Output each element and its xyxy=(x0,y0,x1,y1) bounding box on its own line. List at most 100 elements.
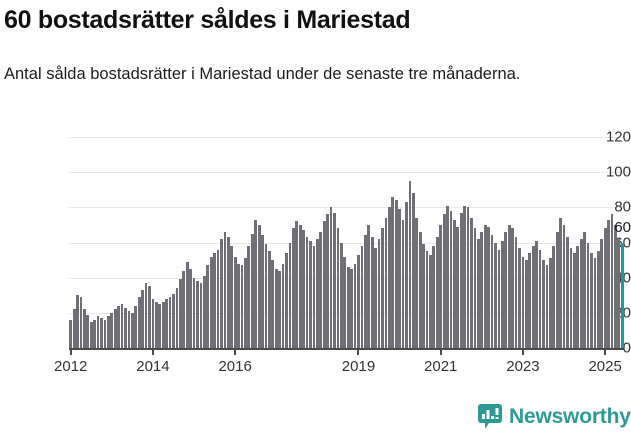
x-axis-tick-label: 2023 xyxy=(506,358,540,375)
bar xyxy=(107,316,110,348)
bar xyxy=(391,196,395,348)
bar xyxy=(151,298,155,348)
bar xyxy=(281,263,285,348)
bar xyxy=(137,297,141,348)
bar xyxy=(521,256,525,348)
gridline xyxy=(69,242,624,244)
bar xyxy=(79,297,83,348)
bar xyxy=(96,316,100,348)
bar xyxy=(511,228,515,348)
bar xyxy=(394,200,398,348)
bar-series xyxy=(69,137,624,348)
bar xyxy=(398,209,401,348)
bar xyxy=(480,231,484,348)
bar xyxy=(473,228,477,348)
bar xyxy=(202,275,206,348)
bar xyxy=(83,309,86,348)
x-axis-tick-label: 2025 xyxy=(588,358,622,375)
bar xyxy=(172,293,175,348)
bar xyxy=(453,219,456,348)
bar xyxy=(408,180,412,348)
bar xyxy=(569,247,573,348)
bar xyxy=(72,309,76,348)
bar xyxy=(528,253,532,348)
bar xyxy=(501,240,504,348)
bar xyxy=(497,249,501,348)
bar xyxy=(357,254,360,348)
bar xyxy=(596,251,600,348)
bar xyxy=(185,261,189,348)
y-axis-tick-label: 80 xyxy=(614,198,631,216)
bar xyxy=(141,289,145,348)
bar xyxy=(175,288,179,348)
bar xyxy=(405,202,408,348)
bar xyxy=(401,219,405,348)
bar xyxy=(370,237,374,348)
bar xyxy=(439,224,443,348)
bar xyxy=(566,237,569,348)
bar xyxy=(374,247,377,348)
x-axis-tick-label: 2012 xyxy=(54,358,88,375)
x-axis-tick-label: 2019 xyxy=(341,358,376,375)
bar xyxy=(322,221,326,348)
bar xyxy=(110,312,114,348)
bar xyxy=(100,318,103,348)
bar xyxy=(514,237,518,348)
bar xyxy=(230,246,234,348)
bar xyxy=(333,212,336,348)
bar xyxy=(254,219,258,348)
x-axis-tick-mark xyxy=(151,348,154,355)
bar xyxy=(586,242,590,348)
bar xyxy=(456,226,460,348)
gridline xyxy=(69,172,624,174)
bar xyxy=(120,304,124,348)
newsworthy-logo[interactable]: Newsworthy xyxy=(478,404,631,430)
bar xyxy=(562,224,566,348)
bar xyxy=(415,217,419,348)
bar xyxy=(168,297,172,348)
bar xyxy=(223,231,227,348)
bar xyxy=(542,260,545,348)
bar xyxy=(189,268,192,348)
bar xyxy=(442,214,446,348)
bar xyxy=(507,224,511,348)
bar xyxy=(425,251,429,348)
bar xyxy=(429,254,432,348)
bar xyxy=(161,302,165,348)
bar xyxy=(305,237,309,348)
bar xyxy=(144,282,148,348)
bar xyxy=(240,265,244,348)
bar xyxy=(257,224,261,348)
bar xyxy=(329,207,333,348)
bar xyxy=(196,281,199,348)
bar xyxy=(336,228,340,348)
x-axis-tick-mark xyxy=(357,348,360,355)
bar xyxy=(548,258,552,348)
bar xyxy=(377,238,381,348)
bar xyxy=(274,268,278,348)
bar xyxy=(435,237,439,348)
bar xyxy=(384,217,388,348)
bar xyxy=(302,230,306,348)
x-axis-line xyxy=(69,348,624,350)
bar xyxy=(545,265,549,348)
bar xyxy=(220,238,223,348)
bar xyxy=(113,309,117,348)
bar xyxy=(199,282,203,348)
bar xyxy=(343,256,347,348)
bar xyxy=(590,253,593,348)
y-axis-tick-label: 120 xyxy=(605,128,631,146)
bar xyxy=(470,217,473,348)
bar xyxy=(487,226,491,348)
bar xyxy=(326,214,330,348)
bar xyxy=(103,319,107,348)
bar xyxy=(363,235,367,348)
bar xyxy=(576,246,580,348)
bar xyxy=(295,221,299,348)
bar xyxy=(237,263,240,348)
x-axis-tick-label: 2016 xyxy=(218,358,252,375)
bar xyxy=(583,231,586,348)
bar xyxy=(446,205,449,348)
bar xyxy=(572,253,576,348)
